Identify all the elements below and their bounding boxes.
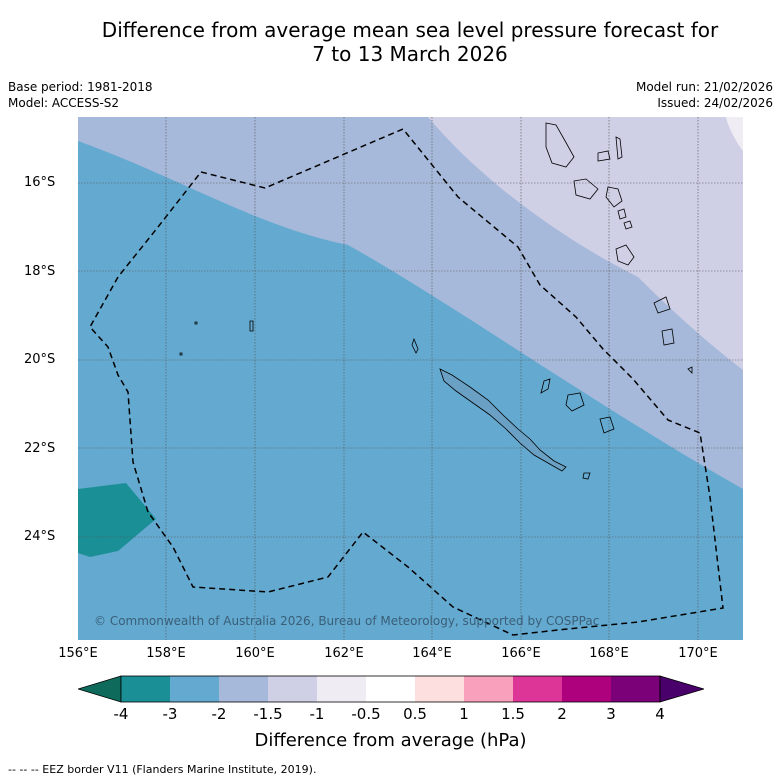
issued-date: Issued: 24/02/2026 xyxy=(657,96,773,110)
colorbar-segment xyxy=(464,676,514,702)
lat-label-22s: 22°S xyxy=(24,441,56,456)
eez-border xyxy=(89,128,724,636)
colorbar-segment xyxy=(317,676,367,702)
island-isle-of-pines xyxy=(582,472,591,480)
lon-label-170e: 170°E xyxy=(678,646,718,661)
band-minus1-5 xyxy=(428,117,743,370)
colorbar-tick: -0.5 xyxy=(351,705,381,723)
colorbar-segment xyxy=(513,676,563,702)
colorbar-tick: -4 xyxy=(113,705,129,723)
band-minus4 xyxy=(78,483,156,557)
colorbar-segment xyxy=(415,676,465,702)
lon-label-168e: 168°E xyxy=(589,646,629,661)
island-lifou xyxy=(565,392,585,412)
map-panel: © Commonwealth of Australia 2026, Bureau… xyxy=(78,117,743,640)
lon-label-162e: 162°E xyxy=(324,646,364,661)
lon-label-156e: 156°E xyxy=(58,646,98,661)
meta-left: Base period: 1981-2018 Model: ACCESS-S2 xyxy=(8,79,153,111)
colorbar-frame xyxy=(120,675,661,703)
lat-label-20s: 20°S xyxy=(24,352,56,367)
colorbar-segment xyxy=(121,676,171,702)
colorbar-label: Difference from average (hPa) xyxy=(254,730,527,751)
lon-label-166e: 166°E xyxy=(501,646,541,661)
colorbar-svg xyxy=(76,675,706,703)
chesterfield-islands xyxy=(179,320,254,356)
band-minus1 xyxy=(726,117,743,151)
colorbar xyxy=(76,675,706,707)
colorbar-under-extension xyxy=(76,675,122,703)
colorbar-tick: 2 xyxy=(557,705,567,723)
colorbar-segment xyxy=(562,676,612,702)
island-belep xyxy=(411,337,419,354)
lat-label-18s: 18°S xyxy=(24,264,56,279)
map-svg: © Commonwealth of Australia 2026, Bureau… xyxy=(78,117,743,640)
lat-label-16s: 16°S xyxy=(24,175,56,190)
colorbar-tick: 1.5 xyxy=(501,705,525,723)
colorbar-tick: 1 xyxy=(459,705,469,723)
colorbar-tick: -2 xyxy=(211,705,227,723)
eez-legend-footer: -- -- -- EEZ border V11 (Flanders Marine… xyxy=(8,763,317,776)
colorbar-segment xyxy=(219,676,269,702)
colorbar-tick: -1.5 xyxy=(253,705,283,723)
colorbar-tick: 4 xyxy=(655,705,665,723)
island-mare xyxy=(599,416,615,434)
lon-label-164e: 164°E xyxy=(412,646,452,661)
title-line-1: Difference from average mean sea level p… xyxy=(101,18,719,42)
colorbar-segment xyxy=(268,676,318,702)
graticule xyxy=(78,117,743,640)
copyright-text: © Commonwealth of Australia 2026, Bureau… xyxy=(94,614,599,628)
colorbar-tick: -1 xyxy=(309,705,325,723)
base-period: Base period: 1981-2018 xyxy=(8,80,153,94)
new-caledonia-island xyxy=(439,368,567,472)
colorbar-tick: -3 xyxy=(162,705,178,723)
colorbar-segment xyxy=(366,676,416,702)
title-line-2: 7 to 13 March 2026 xyxy=(312,42,508,66)
lon-label-158e: 158°E xyxy=(146,646,186,661)
lon-label-160e: 160°E xyxy=(235,646,275,661)
colorbar-over-extension xyxy=(659,675,706,703)
model-run: Model run: 21/02/2026 xyxy=(635,80,773,94)
colorbar-segments xyxy=(121,676,661,702)
lat-label-24s: 24°S xyxy=(24,529,56,544)
colorbar-tick: 3 xyxy=(606,705,616,723)
chart-title: Difference from average mean sea level p… xyxy=(0,18,781,66)
meta-right: Model run: 21/02/2026 Issued: 24/02/2026 xyxy=(636,79,773,111)
vanuatu-islands xyxy=(545,122,693,374)
colorbar-segment xyxy=(170,676,220,702)
island-ouvea xyxy=(540,378,551,394)
colorbar-segment xyxy=(611,676,661,702)
colorbar-tick: 0.5 xyxy=(403,705,427,723)
model-name: Model: ACCESS-S2 xyxy=(8,96,120,110)
